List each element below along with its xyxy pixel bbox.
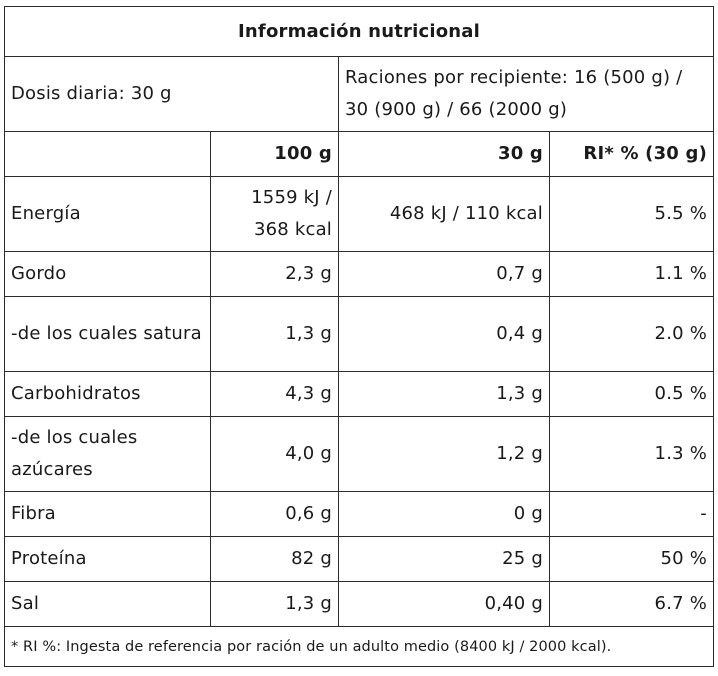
value-ri: 50 % (549, 536, 714, 582)
nutrient-name: Sal (4, 581, 211, 627)
value-per-100g: 1559 kJ / 368 kcal (210, 176, 339, 252)
table-row: Fibra 0,6 g 0 g - (4, 491, 714, 537)
value-ri: 1.1 % (549, 251, 714, 297)
value-per-30g: 0,7 g (338, 251, 550, 297)
value-per-100g: 2,3 g (210, 251, 339, 297)
value-per-30g: 468 kJ / 110 kcal (338, 176, 550, 252)
table-row: Sal 1,3 g 0,40 g 6.7 % (4, 581, 714, 627)
value-ri: 5.5 % (549, 176, 714, 252)
value-per-30g: 0,40 g (338, 581, 550, 627)
column-header-row: 100 g 30 g RI* % (30 g) (4, 131, 714, 177)
table-row: Gordo 2,3 g 0,7 g 1.1 % (4, 251, 714, 297)
value-per-30g: 0 g (338, 491, 550, 537)
table-row: -de los cuales satura 1,3 g 0,4 g 2.0 % (4, 296, 714, 372)
nutrient-name: Carbohidratos (4, 371, 211, 417)
daily-dose: Dosis diaria: 30 g (4, 56, 339, 132)
nutrition-table-container: Información nutricional Dosis diaria: 30… (4, 6, 714, 667)
column-header-30g: 30 g (338, 131, 550, 177)
table-title: Información nutricional (4, 6, 714, 57)
value-per-100g: 4,3 g (210, 371, 339, 417)
footnote-row: * RI %: Ingesta de referencia por ración… (4, 626, 714, 667)
value-per-100g: 4,0 g (210, 416, 339, 492)
value-ri: - (549, 491, 714, 537)
table-row: Carbohidratos 4,3 g 1,3 g 0.5 % (4, 371, 714, 417)
value-ri: 1.3 % (549, 416, 714, 492)
value-per-100g: 1,3 g (210, 296, 339, 372)
nutrient-name: Gordo (4, 251, 211, 297)
value-ri: 0.5 % (549, 371, 714, 417)
column-header-nutrient (4, 131, 211, 177)
nutrient-name: -de los cuales satura (4, 296, 211, 372)
value-ri: 2.0 % (549, 296, 714, 372)
table-row: Energía 1559 kJ / 368 kcal 468 kJ / 110 … (4, 176, 714, 252)
value-per-30g: 1,3 g (338, 371, 550, 417)
value-per-30g: 0,4 g (338, 296, 550, 372)
servings-per-container: Raciones por recipiente: 16 (500 g) / 30… (338, 56, 714, 132)
value-per-100g: 82 g (210, 536, 339, 582)
table-row: Proteína 82 g 25 g 50 % (4, 536, 714, 582)
value-per-100g: 1,3 g (210, 581, 339, 627)
nutrient-name: Fibra (4, 491, 211, 537)
nutrient-name: Energía (4, 176, 211, 252)
nutrient-name: -de los cuales azúcares (4, 416, 211, 492)
dose-row: Dosis diaria: 30 g Raciones por recipien… (4, 56, 714, 132)
value-per-30g: 25 g (338, 536, 550, 582)
value-per-30g: 1,2 g (338, 416, 550, 492)
title-row: Información nutricional (4, 6, 714, 57)
nutrition-table: Información nutricional Dosis diaria: 30… (4, 6, 714, 667)
footnote: * RI %: Ingesta de referencia por ración… (4, 626, 714, 667)
column-header-100g: 100 g (210, 131, 339, 177)
value-per-100g: 0,6 g (210, 491, 339, 537)
column-header-ri: RI* % (30 g) (549, 131, 714, 177)
nutrient-name: Proteína (4, 536, 211, 582)
value-ri: 6.7 % (549, 581, 714, 627)
table-row: -de los cuales azúcares 4,0 g 1,2 g 1.3 … (4, 416, 714, 492)
